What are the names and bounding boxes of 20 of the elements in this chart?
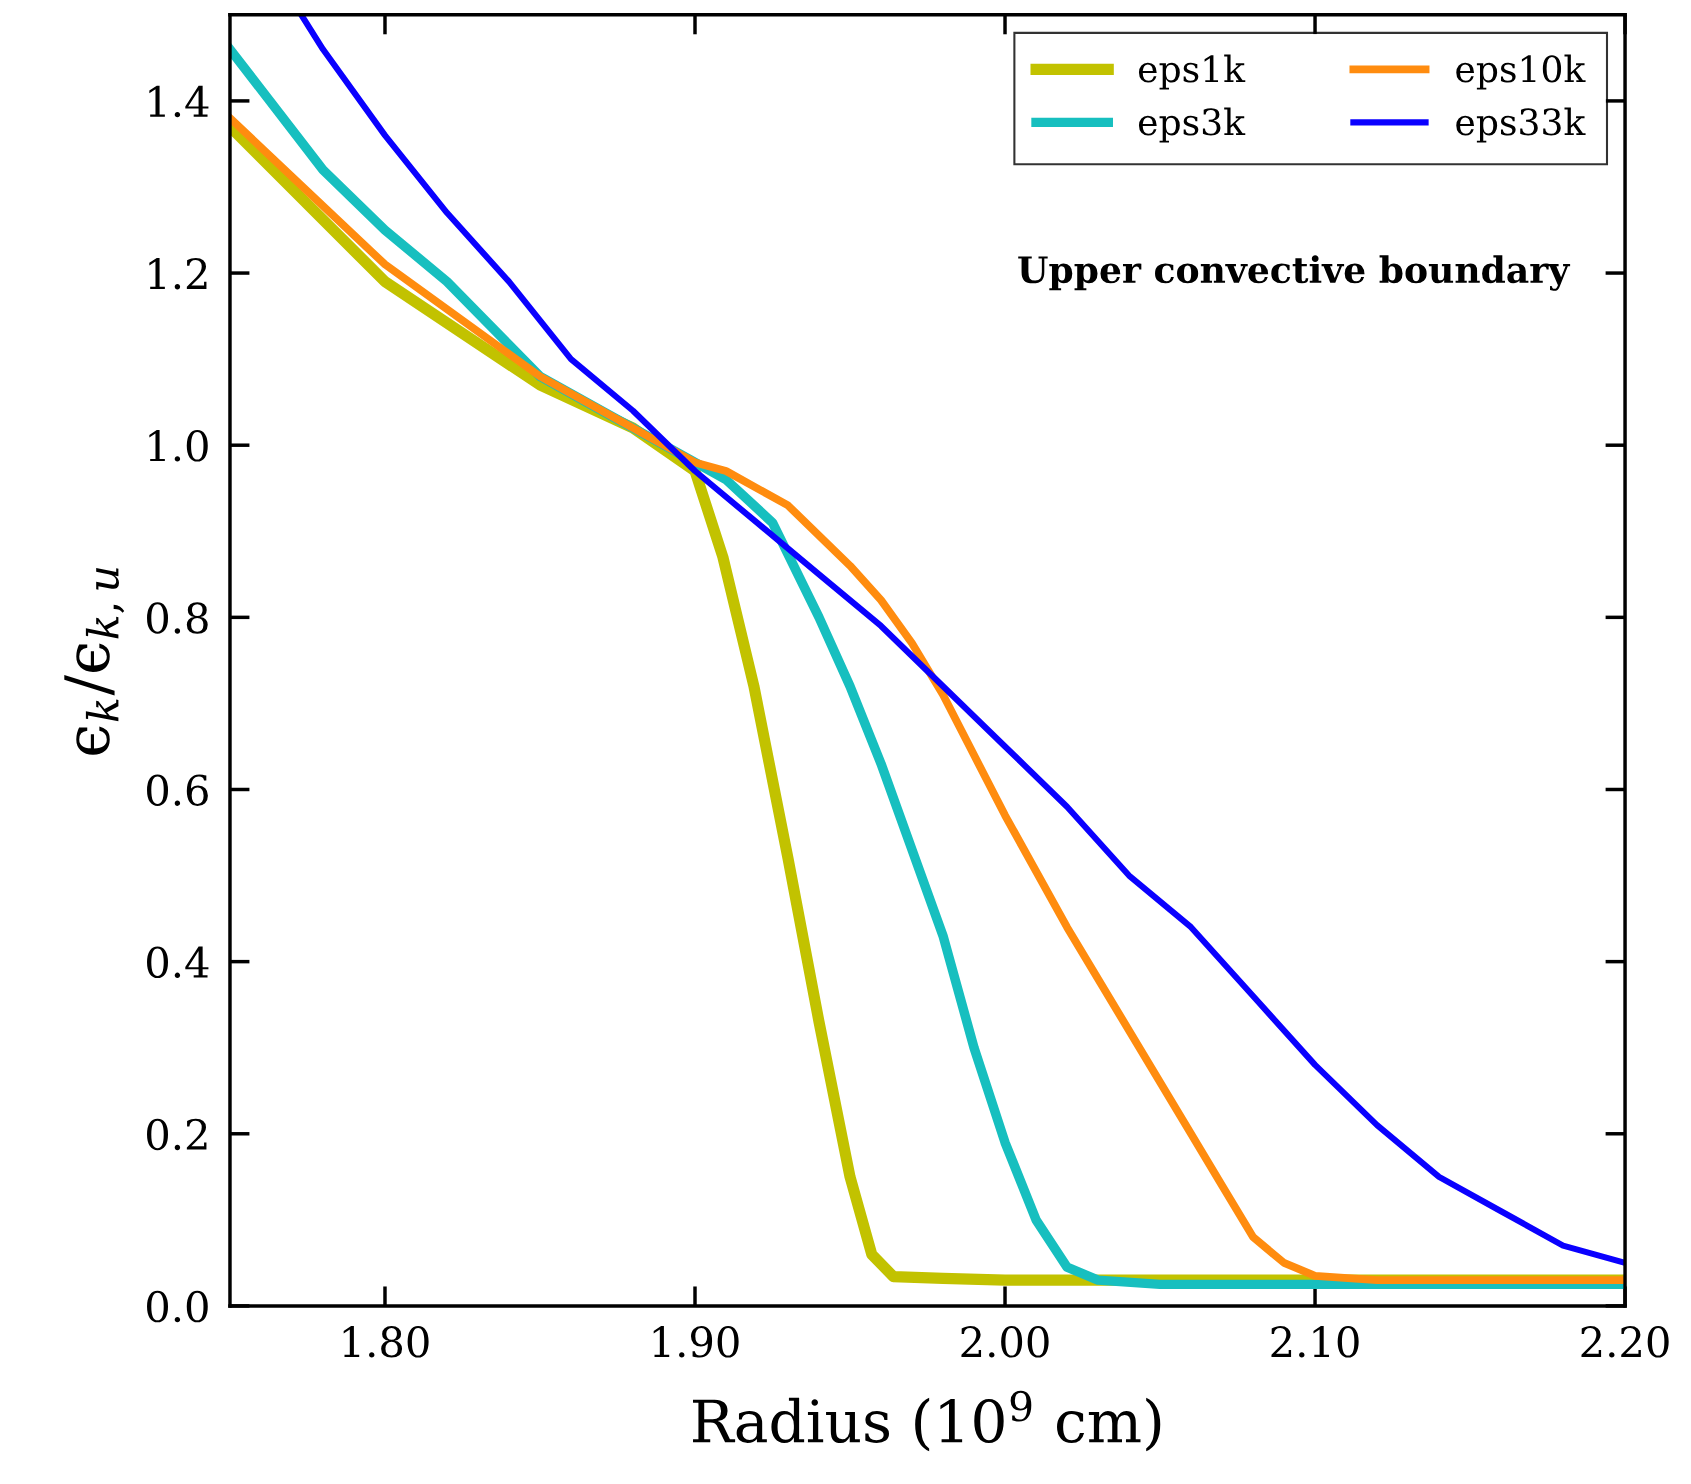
x-tick-label: 2.10 (1271, 1326, 1359, 1358)
x-tick-label: 2.00 (961, 1326, 1049, 1358)
y-tick-label: 0.8 (147, 602, 208, 634)
legend-label: eps10k (1456, 54, 1586, 90)
legend-label: eps3k (1138, 107, 1246, 143)
y-tick-label: 0.6 (147, 774, 208, 806)
x-tick-label: 2.20 (1581, 1326, 1669, 1358)
y-tick-label: 0.4 (147, 946, 209, 979)
y-axis-title: ϵ$_{k}$/ϵ$_{k,u}$ (64, 568, 125, 755)
legend-label: eps1k (1138, 54, 1246, 90)
x-tick-label: 1.80 (343, 1326, 429, 1358)
y-tick-label: 1.2 (149, 257, 207, 290)
x-tick-label: 1.90 (653, 1326, 739, 1358)
annotation: Upper convective boundary (1018, 255, 1571, 291)
x-axis-title: Radius (10$^{9}$ cm) (693, 1390, 1161, 1452)
legend-label: eps33k (1456, 107, 1586, 143)
y-tick-label: 1.0 (149, 430, 208, 462)
y-tick-label: 0.2 (147, 1118, 207, 1151)
y-tick-label: 1.4 (149, 85, 209, 118)
y-tick-label: 0.0 (147, 1290, 208, 1323)
